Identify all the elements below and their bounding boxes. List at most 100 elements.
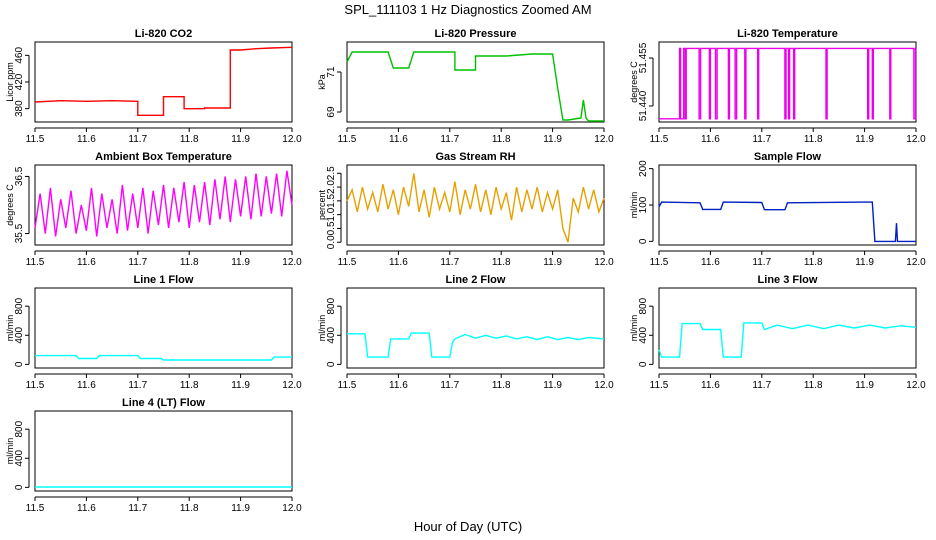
y-tick-label: 800 [326,297,337,314]
plot-frame [346,164,605,246]
y-tick-label: 0 [14,361,25,367]
y-tick-label: 0.0 [326,235,337,249]
x-tick-label: 11.5 [26,134,45,145]
y-tick-label: 200 [638,160,649,177]
x-tick-label: 11.5 [650,134,669,145]
y-tick-label: 1.0 [326,207,337,221]
x-tick-label: 11.8 [180,134,199,145]
x-tick-label: 12.0 [906,257,926,268]
x-tick-label: 11.9 [231,257,250,268]
x-tick-label: 12.0 [594,380,614,391]
y-axis-label: degrees C [5,184,15,226]
x-tick-label: 11.5 [26,257,45,268]
plot-frame [658,41,917,123]
panel-title: Line 1 Flow [134,274,194,286]
x-tick-label: 11.5 [338,134,357,145]
y-axis-label: ml/min [5,315,15,342]
y-axis-label: ml/min [629,192,639,219]
data-line [35,354,292,361]
y-axis-label: percent [317,189,327,220]
x-tick-label: 11.9 [855,257,874,268]
y-axis-label: ml/min [5,438,15,465]
y-tick-label: 0 [638,238,649,244]
y-tick-label: 400 [326,326,337,343]
x-tick-label: 11.8 [180,257,199,268]
x-tick-label: 11.8 [492,134,511,145]
plot-frame [34,41,293,123]
x-tick-label: 11.9 [855,380,874,391]
chart-panel: Sample Flow ml/min 11.5 11.6 11.7 11.8 11.9 12.… [629,151,926,268]
y-tick-label: 400 [638,326,649,343]
x-tick-label: 12.0 [282,503,302,514]
y-tick-label: 36.5 [14,166,25,186]
x-tick-label: 11.8 [180,503,199,514]
x-tick-label: 11.7 [752,134,771,145]
x-tick-label: 11.6 [77,134,96,145]
x-tick-label: 12.0 [282,380,302,391]
x-tick-label: 11.7 [752,380,771,391]
plot-frame [658,287,917,369]
data-line [346,173,605,243]
figure-title: SPL_111103 1 Hz Diagnostics Zoomed AM [344,2,591,17]
panel-title: Line 3 Flow [758,274,818,286]
chart-panel: Li-820 Temperature degrees C 11.5 11.6 11.7 1… [629,28,926,145]
panel-title: Ambient Box Temperature [95,151,232,163]
y-axis-label: ml/min [317,315,327,342]
chart-panel: Line 1 Flow ml/min 11.5 11.6 11.7 11.8 11.9 12.… [5,274,302,391]
x-tick-label: 11.6 [77,380,96,391]
panel-title: Li-820 Temperature [737,28,838,40]
x-tick-label: 11.9 [231,380,250,391]
x-tick-label: 11.5 [650,257,669,268]
y-tick-label: 71 [326,66,337,78]
x-tick-label: 11.9 [543,380,562,391]
x-tick-label: 11.5 [26,380,45,391]
x-tick-label: 11.6 [389,257,408,268]
x-tick-label: 11.8 [492,257,511,268]
panel-title: Gas Stream RH [435,151,515,163]
data-line [346,51,604,122]
y-axis-label: kPa [317,74,327,90]
plot-frame [658,164,917,246]
x-tick-label: 11.7 [128,503,147,514]
x-tick-label: 11.6 [77,257,96,268]
x-tick-label: 11.9 [855,134,874,145]
x-tick-label: 11.5 [338,380,357,391]
y-tick-label: 100 [638,196,649,213]
x-tick-label: 11.6 [389,380,408,391]
panel-title: Line 4 (LT) Flow [122,397,205,409]
x-tick-label: 11.6 [77,503,96,514]
x-tick-label: 11.9 [543,257,562,268]
y-tick-label: 800 [14,297,25,314]
x-tick-label: 11.5 [650,380,669,391]
y-tick-label: 1.5 [326,193,337,207]
data-line [34,46,293,117]
y-tick-label: 400 [14,449,25,466]
data-line [659,47,917,120]
plot-frame [34,287,293,369]
chart-panel: Line 3 Flow ml/min 11.5 11.6 11.7 11.8 11.9 12.… [629,274,926,391]
y-tick-label: 800 [14,420,25,437]
x-tick-label: 11.9 [543,134,562,145]
x-tick-label: 11.9 [231,503,250,514]
y-tick-label: 400 [14,326,25,343]
x-tick-label: 11.5 [338,257,357,268]
y-tick-label: 0.5 [326,221,337,235]
y-tick-label: 0 [14,484,25,490]
chart-panel: Ambient Box Temperature degrees C 11.5 11.6… [5,151,302,268]
plot-frame [346,287,605,369]
x-tick-label: 12.0 [282,257,302,268]
x-tick-label: 11.8 [804,134,823,145]
y-tick-label: 800 [638,297,649,314]
chart-panel: Gas Stream RH percent 11.5 11.6 11.7 11.8 11.9… [317,151,614,268]
panel-title: Line 2 Flow [446,274,506,286]
y-tick-label: 51.440 [638,90,649,121]
x-tick-label: 11.7 [440,134,459,145]
x-tick-label: 12.0 [282,134,302,145]
x-tick-label: 11.7 [128,134,147,145]
chart-panel: Line 4 (LT) Flow ml/min 11.5 11.6 11.7 11.8 11… [5,397,302,514]
panel-title: Sample Flow [754,151,822,163]
x-tick-label: 12.0 [594,134,614,145]
panels-container: Li-820 CO2 Licor ppm 11.5 11.6 11.7 11.8 11.9 1… [5,28,926,514]
x-tick-label: 11.6 [701,380,720,391]
